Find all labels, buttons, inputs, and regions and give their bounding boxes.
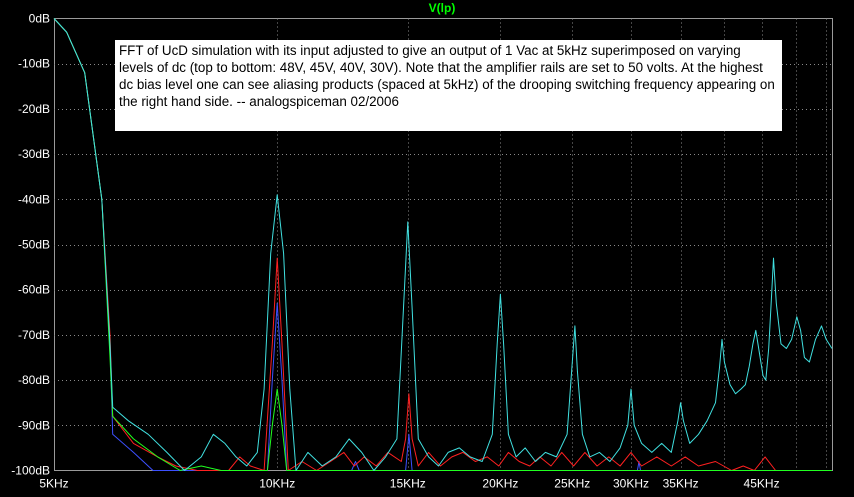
y-tick-label: -80dB [18,373,50,387]
series-line-4 [53,18,833,471]
y-tick-label: -70dB [18,328,50,342]
y-tick-label: -30dB [18,147,50,161]
y-tick-label: -50dB [18,238,50,252]
x-tick-label: 10KHz [259,477,295,491]
tick-labels: 0dB -10dB -20dB -30dB -40dB -50dB -60dB -70dB -8… [11,12,779,491]
chart-title: V(lp) [429,1,456,15]
x-tick-label: 30KHz [613,477,649,491]
annotation-box: FFT of UcD simulation with its input adj… [115,40,782,131]
traces [53,18,833,471]
y-tick-label: 0dB [29,12,50,26]
y-tick-label: -10dB [18,57,50,71]
x-tick-label: 5KHz [39,477,68,491]
y-tick-label: -60dB [18,283,50,297]
y-tick-label: -20dB [18,102,50,116]
x-tick-label: 25KHz [554,477,590,491]
x-tick-label: 20KHz [482,477,518,491]
x-tick-label: 15KHz [390,477,426,491]
y-tick-label: -40dB [18,192,50,206]
x-tick-label: 45KHz [744,477,780,491]
y-tick-label: -100dB [11,464,50,478]
x-tick-label: 35KHz [663,477,699,491]
y-tick-label: -90dB [18,418,50,432]
series-line-2 [53,18,832,471]
